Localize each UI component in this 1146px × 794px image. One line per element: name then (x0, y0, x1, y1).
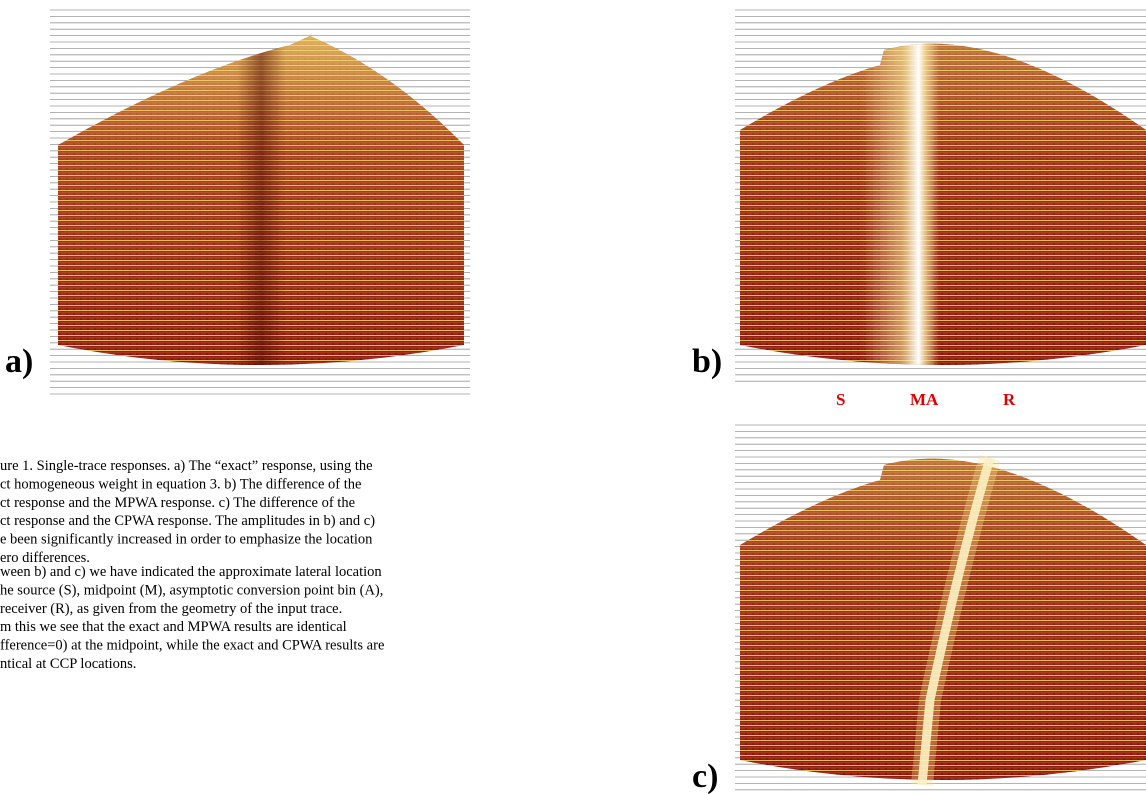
panel-label: c) (692, 758, 718, 794)
annotation: MA (910, 390, 939, 409)
caption-line: ct response and the CPWA response. The a… (0, 513, 375, 529)
caption: ure 1. Single-trace responses. a) The “e… (0, 458, 384, 672)
panel-c-image (740, 458, 1146, 785)
panel-b-image (740, 44, 1146, 365)
caption-line: ntical at CCP locations. (0, 656, 136, 672)
caption-line: he source (S), midpoint (M), asymptotic … (0, 582, 383, 598)
caption-line: ct homogeneous weight in equation 3. b) … (0, 476, 361, 492)
caption-line: ure 1. Single-trace responses. a) The “e… (0, 458, 373, 474)
panel-label: b) (692, 343, 722, 380)
caption-line: m this we see that the exact and MPWA re… (0, 619, 347, 635)
caption-line: ct response and the MPWA response. c) Th… (0, 495, 355, 511)
caption-line: e been significantly increased in order … (0, 532, 373, 548)
annotation: S (836, 390, 845, 409)
caption-line: fference=0) at the midpoint, while the e… (0, 638, 384, 654)
annotation: R (1003, 390, 1016, 409)
panel-label: a) (5, 343, 33, 380)
panel-a-image (58, 36, 464, 365)
caption-line: receiver (R), as given from the geometry… (0, 601, 342, 617)
page: a) b) c) S MA R ure 1. Single-trace resp… (0, 0, 1146, 794)
caption-line: ween b) and c) we have indicated the app… (0, 564, 382, 580)
